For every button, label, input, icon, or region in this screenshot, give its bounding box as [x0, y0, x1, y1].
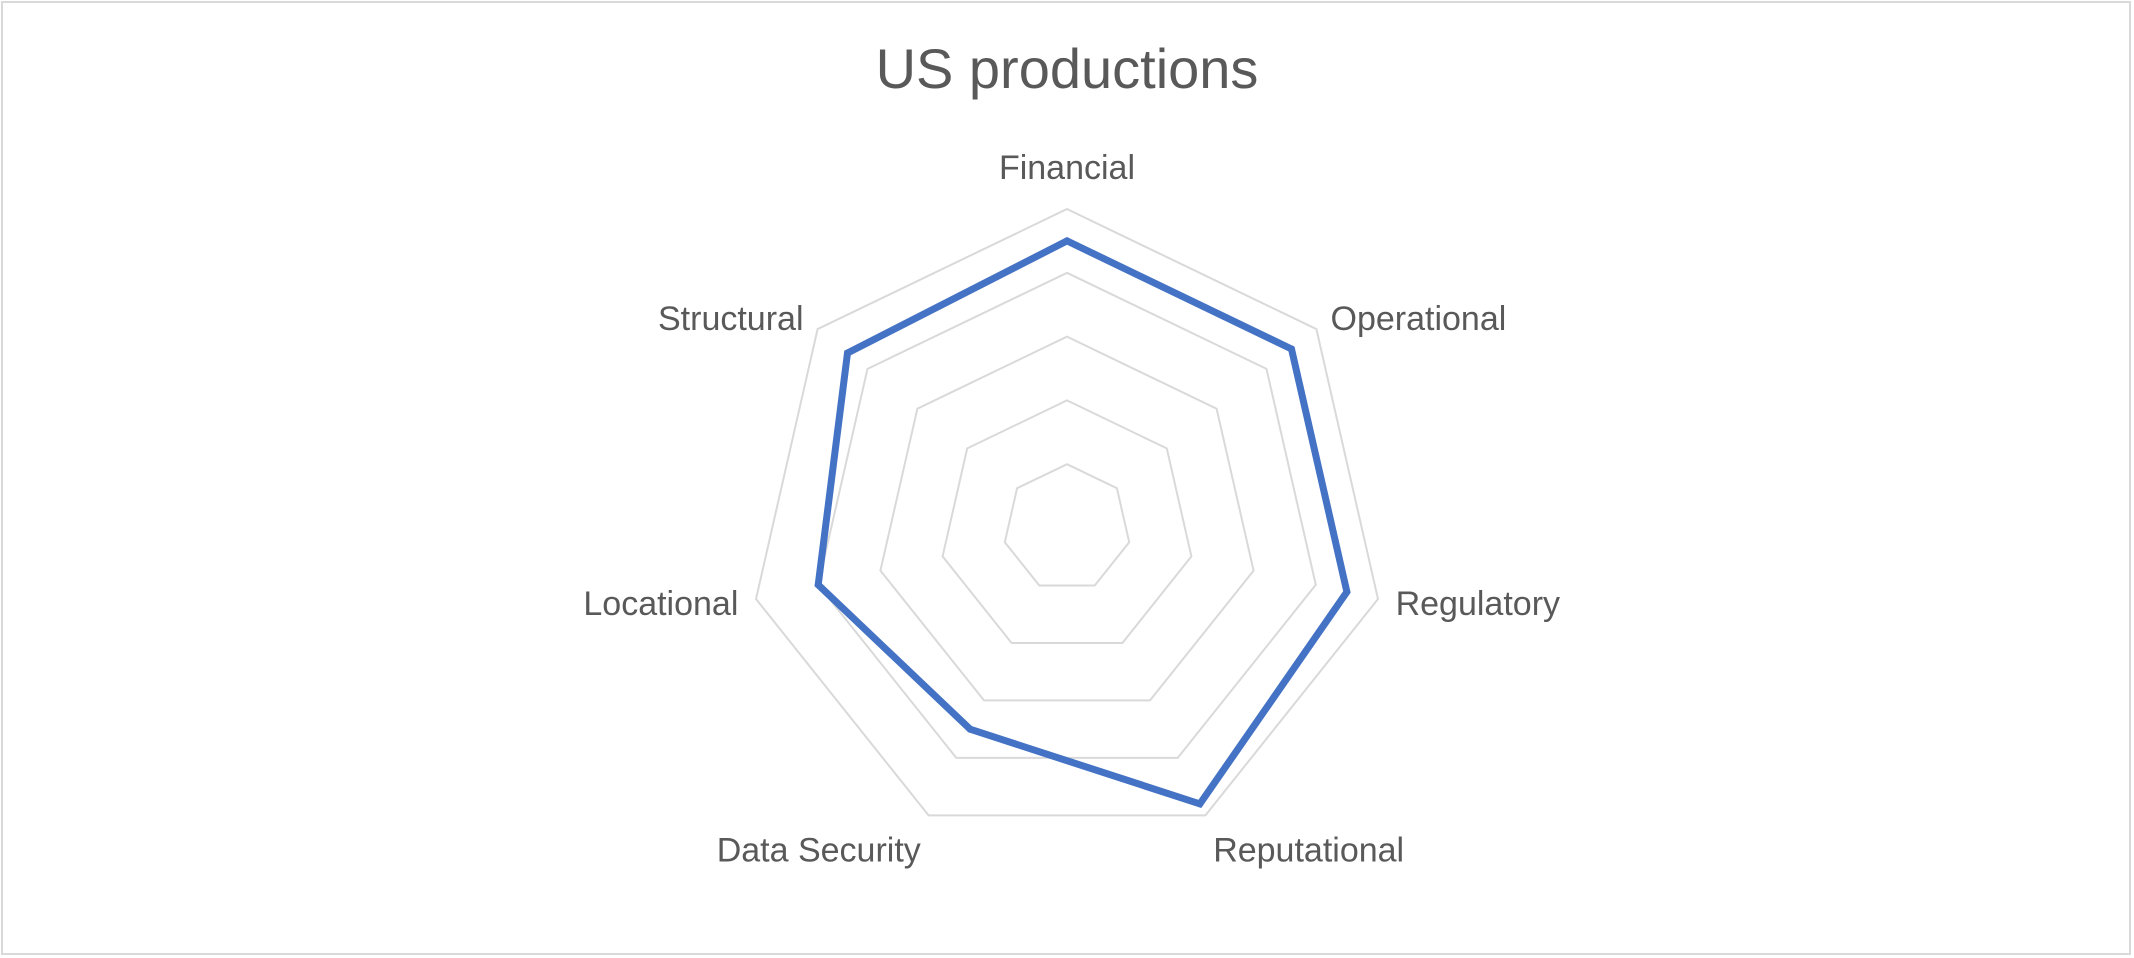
- data-point-regulatory: [1343, 588, 1351, 596]
- axis-label-structural: Structural: [658, 300, 804, 338]
- axis-label-financial: Financial: [999, 149, 1135, 187]
- data-point-data-security: [966, 725, 974, 733]
- axis-label-reputational: Reputational: [1213, 832, 1404, 870]
- series-layer: [814, 236, 1351, 809]
- gridline-5: [754, 207, 1380, 817]
- data-point-financial: [1063, 237, 1071, 245]
- axis-label-regulatory: Regulatory: [1396, 585, 1560, 623]
- gridline-2: [941, 399, 1193, 644]
- grid-layer: [754, 207, 1380, 817]
- axis-label-data-security: Data Security: [717, 832, 921, 870]
- series-line-1: [814, 236, 1351, 809]
- label-layer: Financial Operational Regulatory Reputation…: [583, 149, 1560, 870]
- axis-label-locational: Locational: [583, 585, 738, 623]
- data-point-locational: [814, 581, 822, 589]
- data-point-reputational: [1196, 800, 1204, 808]
- chart-title: US productions: [875, 37, 1259, 100]
- gridline-3: [879, 335, 1255, 702]
- data-point-operational: [1288, 345, 1295, 353]
- gridline-1: [1003, 463, 1131, 587]
- axis-label-operational: Operational: [1331, 300, 1507, 338]
- data-point-structural: [844, 349, 851, 357]
